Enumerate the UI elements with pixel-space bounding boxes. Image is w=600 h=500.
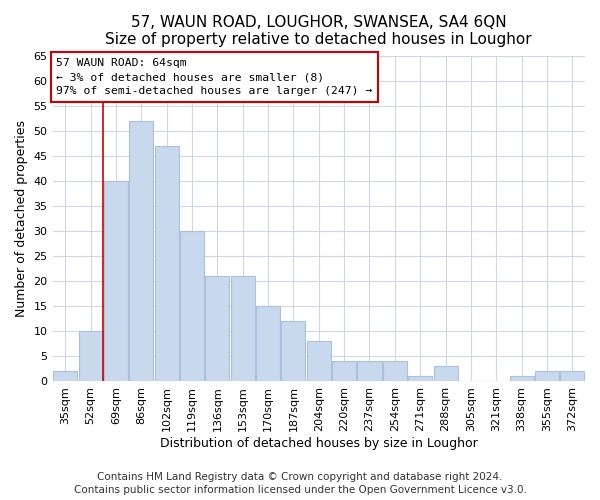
Bar [358,362,382,382]
Title: 57, WAUN ROAD, LOUGHOR, SWANSEA, SA4 6QN
Size of property relative to detached h: 57, WAUN ROAD, LOUGHOR, SWANSEA, SA4 6QN… [106,15,532,48]
Bar [155,146,179,382]
X-axis label: Distribution of detached houses by size in Loughor: Distribution of detached houses by size … [160,437,478,450]
Bar [307,342,331,382]
Text: Contains HM Land Registry data © Crown copyright and database right 2024.
Contai: Contains HM Land Registry data © Crown c… [74,472,526,495]
Bar [281,322,305,382]
Bar [129,120,154,382]
Text: 57 WAUN ROAD: 64sqm
← 3% of detached houses are smaller (8)
97% of semi-detached: 57 WAUN ROAD: 64sqm ← 3% of detached hou… [56,58,373,96]
Bar [53,372,77,382]
Bar [205,276,229,382]
Bar [408,376,432,382]
Bar [79,332,103,382]
Bar [509,376,533,382]
Bar [256,306,280,382]
Bar [180,231,204,382]
Bar [230,276,255,382]
Bar [535,372,559,382]
Bar [104,181,128,382]
Bar [560,372,584,382]
Bar [383,362,407,382]
Bar [434,366,458,382]
Y-axis label: Number of detached properties: Number of detached properties [15,120,28,317]
Bar [332,362,356,382]
